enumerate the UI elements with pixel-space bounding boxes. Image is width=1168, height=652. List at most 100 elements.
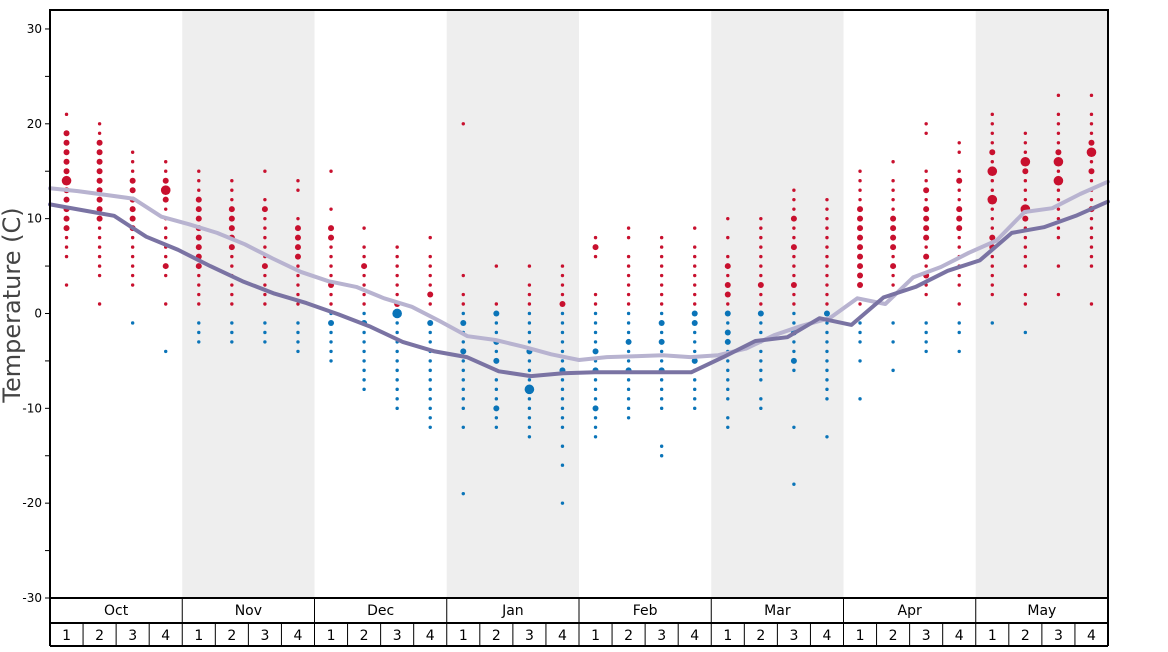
data-point (263, 340, 267, 344)
data-point (428, 235, 432, 240)
data-point (659, 387, 664, 392)
data-point (64, 254, 69, 259)
data-point (1055, 149, 1062, 156)
week-label: 2 (492, 628, 501, 644)
data-point (296, 264, 300, 268)
data-point (1056, 207, 1061, 211)
data-point (527, 416, 532, 420)
data-point (858, 359, 862, 363)
data-point (460, 319, 467, 326)
data-point (1023, 141, 1028, 145)
month-label: Jan (501, 603, 524, 619)
data-point (924, 292, 928, 297)
data-point (759, 273, 763, 278)
week-label: 3 (128, 628, 137, 644)
data-point (593, 397, 598, 401)
data-point (891, 340, 895, 344)
data-point (1053, 156, 1064, 167)
data-point (625, 338, 632, 345)
data-point (129, 215, 136, 222)
data-point (64, 235, 69, 240)
data-point (494, 302, 499, 306)
data-point (792, 235, 796, 240)
data-point (957, 245, 961, 249)
week-label: 2 (889, 628, 898, 644)
data-point (989, 234, 996, 241)
data-point (792, 321, 796, 325)
data-point (592, 405, 599, 412)
month-shade-mar (711, 10, 844, 598)
data-point (857, 206, 864, 213)
data-point (362, 273, 366, 278)
data-point (792, 349, 796, 354)
data-point (924, 169, 928, 173)
data-point (990, 141, 994, 145)
data-point (724, 282, 731, 289)
data-point (395, 321, 399, 325)
data-point (1089, 254, 1094, 259)
data-point (858, 330, 862, 335)
data-point (626, 235, 631, 240)
data-point (825, 292, 829, 297)
data-point (527, 397, 532, 401)
week-label: 2 (227, 628, 236, 644)
data-point (263, 283, 267, 287)
data-point (296, 321, 300, 325)
data-point (328, 225, 335, 232)
data-point (197, 330, 201, 335)
data-point (263, 197, 267, 202)
week-label: 1 (62, 628, 71, 644)
data-point (825, 273, 829, 278)
data-point (263, 169, 267, 173)
data-point (593, 235, 598, 240)
data-point (923, 187, 930, 194)
data-point (63, 130, 70, 137)
data-point (990, 122, 994, 126)
data-point (626, 321, 631, 325)
month-label: Apr (898, 603, 922, 619)
data-point (228, 206, 235, 213)
data-point (1023, 292, 1028, 297)
data-point (461, 368, 465, 373)
data-point (726, 378, 730, 382)
data-point (362, 311, 366, 316)
data-point (593, 302, 598, 306)
data-point (890, 234, 897, 241)
data-point (428, 397, 432, 401)
data-point (957, 197, 961, 202)
data-point (626, 311, 631, 316)
data-point (527, 330, 532, 335)
data-point (825, 397, 829, 401)
data-point (792, 482, 796, 486)
data-point (97, 302, 102, 306)
data-point (461, 302, 465, 306)
data-point (527, 321, 532, 325)
data-point (263, 226, 267, 230)
data-point (296, 188, 300, 192)
data-point (858, 397, 862, 401)
data-point (494, 321, 499, 325)
data-point (792, 368, 796, 373)
data-point (726, 235, 730, 240)
data-point (659, 349, 664, 354)
data-point (593, 311, 598, 316)
data-point (593, 378, 598, 382)
data-point (1056, 93, 1061, 98)
data-point (296, 349, 300, 354)
data-point (164, 160, 168, 164)
data-point (1089, 112, 1094, 117)
week-label: 3 (657, 628, 666, 644)
data-point (1023, 131, 1028, 135)
data-point (294, 244, 301, 251)
data-point (1089, 245, 1094, 249)
data-point (957, 283, 961, 287)
data-point (230, 264, 234, 268)
data-point (825, 378, 829, 382)
data-point (792, 302, 796, 306)
data-point (296, 302, 300, 306)
plot-frame (49, 9, 1109, 599)
week-label: 4 (690, 628, 699, 644)
data-point (726, 321, 730, 325)
data-point (494, 378, 499, 382)
data-point (857, 234, 864, 241)
